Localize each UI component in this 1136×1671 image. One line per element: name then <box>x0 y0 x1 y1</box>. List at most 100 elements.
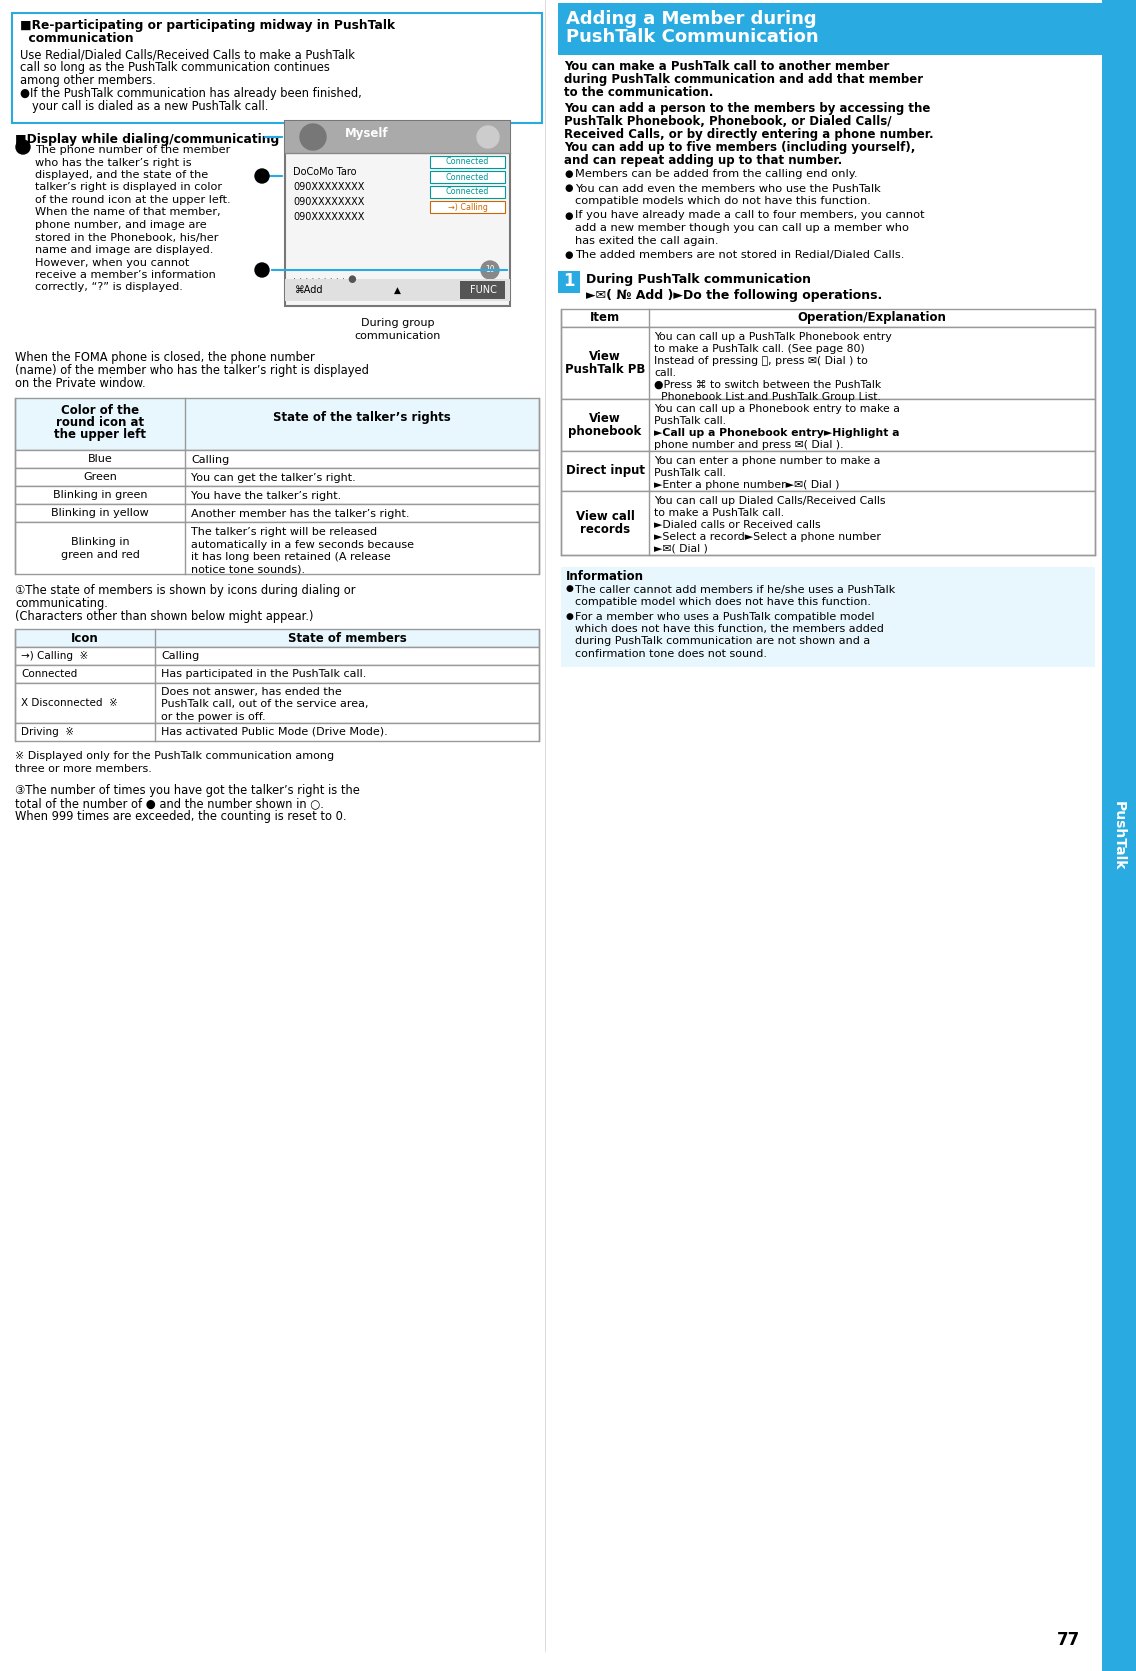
Text: ●: ● <box>563 211 573 221</box>
Text: The talker’s right will be released: The talker’s right will be released <box>191 526 377 536</box>
Text: Item: Item <box>590 311 620 324</box>
Bar <box>431 170 506 184</box>
Text: You can add a person to the members by accessing the: You can add a person to the members by a… <box>563 102 930 115</box>
Text: Connected: Connected <box>20 668 77 678</box>
Text: of the round icon at the upper left.: of the round icon at the upper left. <box>35 196 231 206</box>
Text: name and image are displayed.: name and image are displayed. <box>35 246 214 256</box>
Bar <box>15 647 538 665</box>
Text: You have the talker’s right.: You have the talker’s right. <box>191 491 341 501</box>
Text: who has the talker’s right is: who has the talker’s right is <box>35 157 192 167</box>
Text: phone number and press ✉( Dial ).: phone number and press ✉( Dial ). <box>654 439 844 449</box>
Text: You can add up to five members (including yourself),: You can add up to five members (includin… <box>563 140 916 154</box>
Text: to the communication.: to the communication. <box>563 85 713 99</box>
Circle shape <box>254 262 269 277</box>
Text: ●: ● <box>566 612 574 620</box>
Text: Myself: Myself <box>345 127 389 139</box>
Text: →) Calling: →) Calling <box>448 202 487 212</box>
Text: correctly, “?” is displayed.: correctly, “?” is displayed. <box>35 282 183 292</box>
Text: PushTalk PB: PushTalk PB <box>565 363 645 376</box>
Text: Connected: Connected <box>445 187 490 197</box>
Bar <box>285 120 510 306</box>
Text: communication: communication <box>20 32 134 45</box>
Text: Direct input: Direct input <box>566 465 644 476</box>
Text: ▲: ▲ <box>394 286 401 294</box>
Bar <box>15 398 538 449</box>
Text: You can call up a Phonebook entry to make a: You can call up a Phonebook entry to mak… <box>654 403 900 413</box>
Text: automatically in a few seconds because: automatically in a few seconds because <box>191 540 414 550</box>
Bar <box>15 683 538 724</box>
Text: You can get the talker’s right.: You can get the talker’s right. <box>191 473 356 483</box>
Text: View call: View call <box>576 510 634 523</box>
Text: Blinking in green: Blinking in green <box>52 490 148 500</box>
Text: Another member has the talker’s right.: Another member has the talker’s right. <box>191 510 409 520</box>
Text: ►Dialed calls or Received calls: ►Dialed calls or Received calls <box>654 520 820 530</box>
Text: ■Display while dialing/communicating: ■Display while dialing/communicating <box>15 134 279 145</box>
Text: ►Select a record►Select a phone number: ►Select a record►Select a phone number <box>654 531 880 541</box>
Text: three or more members.: three or more members. <box>15 764 152 774</box>
Circle shape <box>254 169 269 184</box>
Text: stored in the Phonebook, his/her: stored in the Phonebook, his/her <box>35 232 218 242</box>
Text: (Characters other than shown below might appear.): (Characters other than shown below might… <box>15 610 314 623</box>
Bar <box>431 201 506 212</box>
Text: displayed, and the state of the: displayed, and the state of the <box>35 170 208 180</box>
Text: add a new member though you can call up a member who: add a new member though you can call up … <box>575 222 909 232</box>
Text: compatible model which does not have this function.: compatible model which does not have thi… <box>575 597 871 607</box>
Bar <box>15 521 538 575</box>
Bar <box>15 665 538 683</box>
Text: and can repeat adding up to that number.: and can repeat adding up to that number. <box>563 154 842 167</box>
Text: ⌘Add: ⌘Add <box>295 286 324 296</box>
Text: Received Calls, or by directly entering a phone number.: Received Calls, or by directly entering … <box>563 129 934 140</box>
Text: ●: ● <box>563 184 573 194</box>
Text: You can make a PushTalk call to another member: You can make a PushTalk call to another … <box>563 60 889 74</box>
Bar <box>561 451 1095 491</box>
Text: If you have already made a call to four members, you cannot: If you have already made a call to four … <box>575 211 925 221</box>
Text: communicating.: communicating. <box>15 597 108 610</box>
Text: Calling: Calling <box>191 455 229 465</box>
Text: ●If the PushTalk communication has already been finished,: ●If the PushTalk communication has alrea… <box>20 87 361 100</box>
Text: Icon: Icon <box>72 632 99 645</box>
Text: ●: ● <box>563 251 573 261</box>
Text: DoCoMo Taro: DoCoMo Taro <box>293 167 357 177</box>
Text: talker’s right is displayed in color: talker’s right is displayed in color <box>35 182 222 192</box>
Bar <box>561 309 1095 326</box>
Bar <box>285 120 510 154</box>
Text: among other members.: among other members. <box>20 74 156 87</box>
Text: ●: ● <box>563 169 573 179</box>
Text: Instead of pressing ⎘, press ✉( Dial ) to: Instead of pressing ⎘, press ✉( Dial ) t… <box>654 356 868 366</box>
Circle shape <box>16 140 30 154</box>
Text: The phone number of the member: The phone number of the member <box>35 145 231 155</box>
Text: has exited the call again.: has exited the call again. <box>575 236 718 246</box>
Text: Phonebook List and PushTalk Group List.: Phonebook List and PushTalk Group List. <box>654 391 880 401</box>
Text: total of the number of ● and the number shown in ○.: total of the number of ● and the number … <box>15 797 324 810</box>
Text: green and red: green and red <box>60 550 140 560</box>
Text: Calling: Calling <box>161 652 199 662</box>
Text: Has activated Public Mode (Drive Mode).: Has activated Public Mode (Drive Mode). <box>161 727 387 737</box>
Bar <box>15 486 538 505</box>
Bar <box>561 326 1095 398</box>
Text: The caller cannot add members if he/she uses a PushTalk: The caller cannot add members if he/she … <box>575 585 895 595</box>
Text: Driving  ※: Driving ※ <box>20 727 74 737</box>
Bar <box>12 13 542 124</box>
Bar <box>561 398 1095 451</box>
Text: State of the talker’s rights: State of the talker’s rights <box>273 411 451 424</box>
Circle shape <box>481 261 499 279</box>
Text: View: View <box>590 349 621 363</box>
Text: Information: Information <box>566 570 644 583</box>
Text: communication: communication <box>354 331 441 341</box>
Text: 1: 1 <box>563 272 575 291</box>
Text: 090XXXXXXXX: 090XXXXXXXX <box>293 182 365 192</box>
Bar <box>558 3 1102 55</box>
Text: ►✉( № Add )►Do the following operations.: ►✉( № Add )►Do the following operations. <box>586 289 883 301</box>
Text: which does not have this function, the members added: which does not have this function, the m… <box>575 623 884 633</box>
Text: 090XXXXXXXX: 090XXXXXXXX <box>293 212 365 222</box>
Text: ■Re-participating or participating midway in PushTalk: ■Re-participating or participating midwa… <box>20 18 395 32</box>
Text: phone number, and image are: phone number, and image are <box>35 221 207 231</box>
Text: When 999 times are exceeded, the counting is reset to 0.: When 999 times are exceeded, the countin… <box>15 810 346 824</box>
Text: You can enter a phone number to make a: You can enter a phone number to make a <box>654 456 880 466</box>
Text: records: records <box>580 523 630 536</box>
Text: notice tone sounds).: notice tone sounds). <box>191 565 306 575</box>
Text: PushTalk call.: PushTalk call. <box>654 468 726 478</box>
Text: Operation/Explanation: Operation/Explanation <box>797 311 946 324</box>
Text: View: View <box>590 413 621 424</box>
Text: PushTalk Phonebook, Phonebook, or Dialed Calls/: PushTalk Phonebook, Phonebook, or Dialed… <box>563 115 892 129</box>
